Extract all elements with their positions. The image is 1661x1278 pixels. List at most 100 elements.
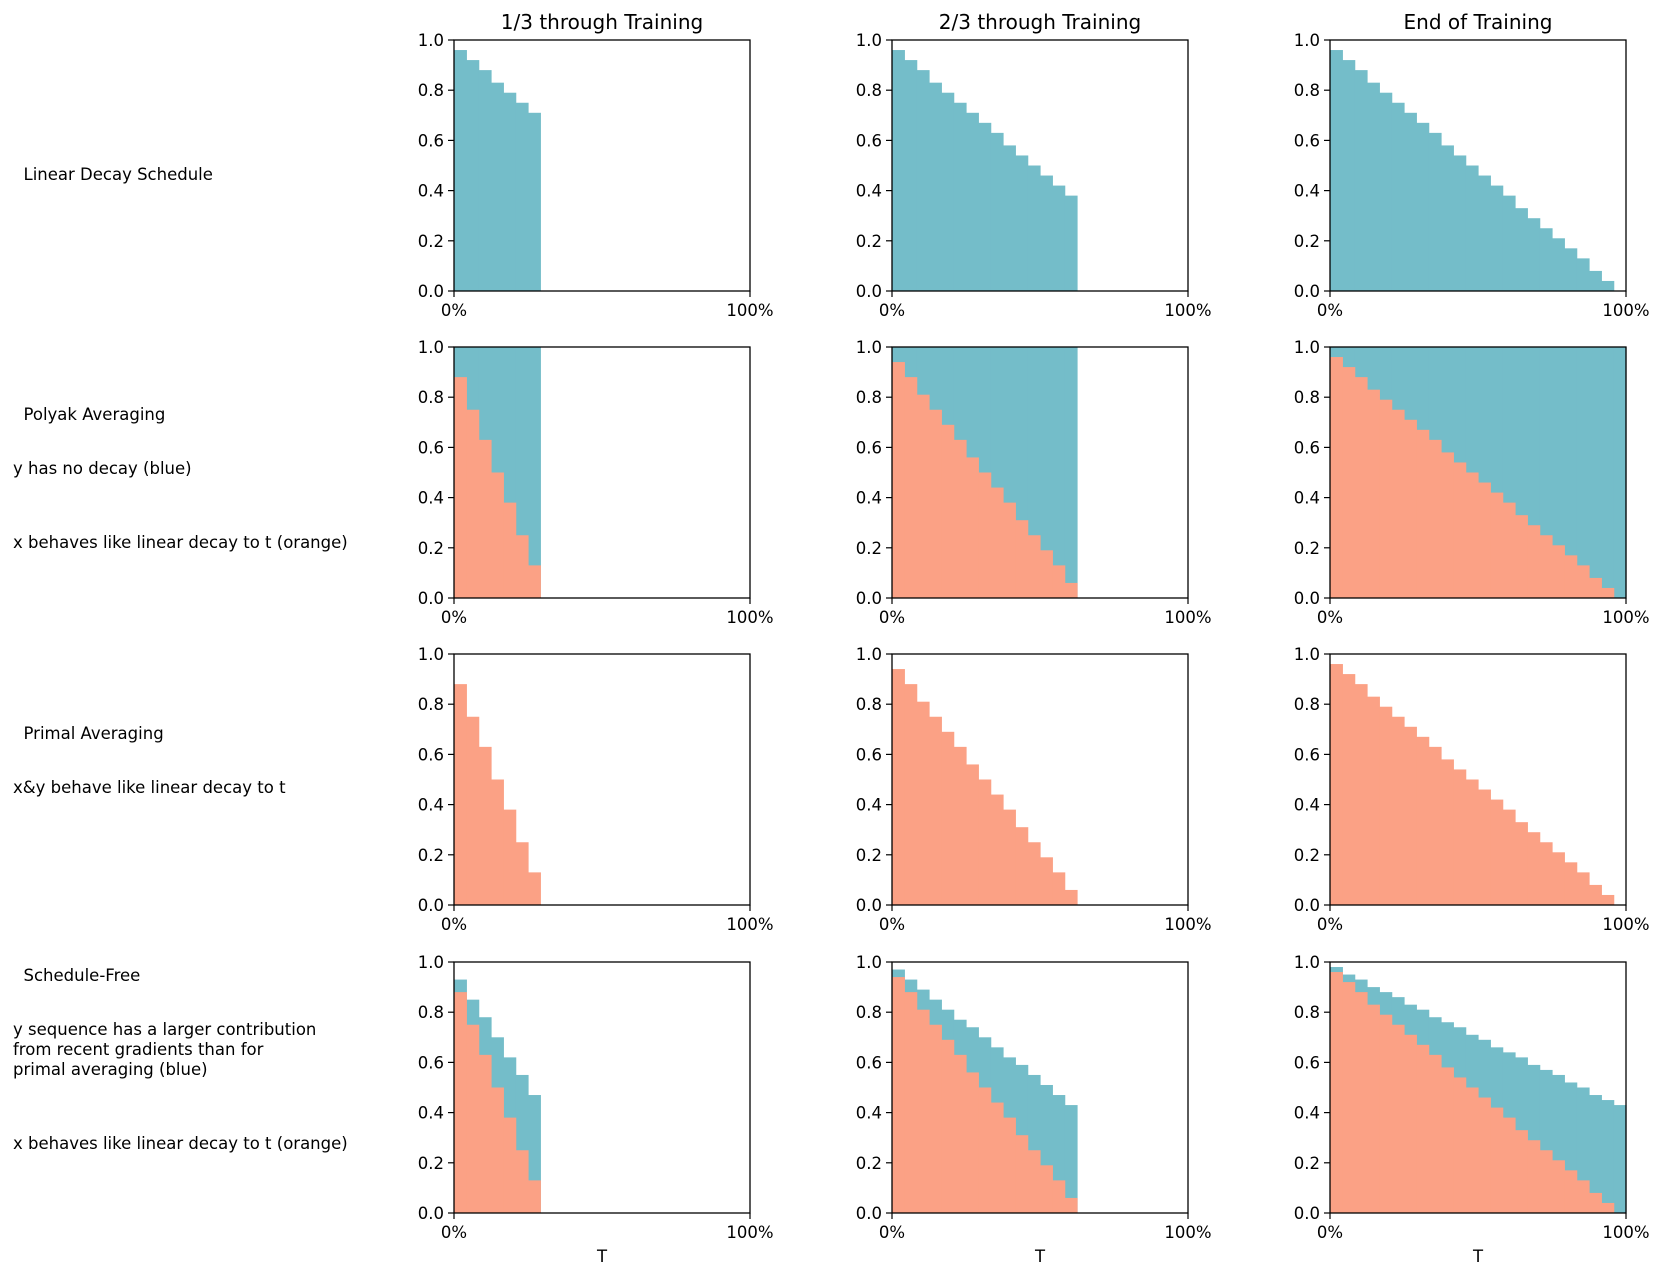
bar-orange bbox=[478, 1054, 492, 1213]
bar-orange bbox=[1478, 1097, 1491, 1213]
bar-orange bbox=[1015, 520, 1029, 598]
subplot bbox=[1324, 346, 1627, 604]
x-tick-label: 0% bbox=[441, 1223, 467, 1242]
x-tick-label: 0% bbox=[879, 1223, 905, 1242]
bar-orange bbox=[1465, 779, 1479, 905]
bar-orange bbox=[941, 424, 955, 598]
bar-orange bbox=[1502, 502, 1516, 598]
row-title: Primal Averaging bbox=[23, 724, 164, 743]
subplot bbox=[448, 653, 751, 911]
bar-orange bbox=[1428, 746, 1442, 905]
bar-orange bbox=[1379, 1014, 1393, 1213]
y-tick-label: 0.6 bbox=[856, 745, 882, 764]
bar-orange bbox=[503, 809, 517, 905]
bar-blue bbox=[1552, 238, 1565, 291]
bar-blue bbox=[1441, 145, 1454, 291]
axes-frame bbox=[453, 346, 751, 599]
bar-blue bbox=[1330, 50, 1343, 291]
bar-orange bbox=[454, 992, 467, 1213]
y-tick-label: 0.4 bbox=[418, 796, 444, 815]
y-tick-label: 0.2 bbox=[1294, 846, 1320, 865]
bar-orange bbox=[1040, 550, 1053, 598]
column-title: 2/3 through Training bbox=[939, 10, 1141, 34]
bar-orange bbox=[1367, 389, 1380, 598]
bar-blue bbox=[491, 82, 504, 291]
row-label-primal: Primal Averaging x&y behave like linear … bbox=[13, 704, 286, 818]
bar-orange bbox=[1052, 872, 1066, 905]
x-tick-label: 100% bbox=[1164, 915, 1211, 934]
bar-blue bbox=[1564, 347, 1578, 598]
bar-blue bbox=[1015, 155, 1029, 291]
bar-blue bbox=[1515, 208, 1528, 291]
bar-orange bbox=[1589, 1192, 1602, 1213]
y-tick-label: 0.8 bbox=[856, 81, 882, 100]
y-tick-label: 0.0 bbox=[1294, 1204, 1320, 1223]
bar-orange bbox=[515, 1150, 529, 1213]
bar-blue bbox=[478, 70, 492, 292]
bar-orange bbox=[1589, 884, 1602, 905]
bar-orange bbox=[1453, 1077, 1467, 1213]
axes-frame bbox=[891, 961, 1189, 1214]
y-tick-label: 0.6 bbox=[1294, 745, 1320, 764]
y-tick-label: 0.6 bbox=[418, 1053, 444, 1072]
subplot bbox=[886, 961, 1189, 1219]
bar-orange bbox=[1416, 736, 1430, 905]
bar-orange bbox=[892, 362, 905, 598]
y-tick-label: 0.0 bbox=[418, 1204, 444, 1223]
y-tick-label: 0.0 bbox=[856, 282, 882, 301]
y-tick-label: 0.2 bbox=[856, 539, 882, 558]
bar-orange bbox=[528, 872, 541, 905]
x-tick-label: 0% bbox=[1317, 915, 1343, 934]
row-title: Schedule-Free bbox=[23, 966, 141, 985]
bar-orange bbox=[1453, 769, 1467, 905]
bar-orange bbox=[454, 377, 467, 598]
y-tick-label: 0.8 bbox=[1294, 388, 1320, 407]
bar-orange bbox=[904, 684, 918, 905]
bar-blue bbox=[904, 60, 918, 291]
bar-orange bbox=[953, 746, 967, 905]
y-tick-label: 1.0 bbox=[1294, 338, 1320, 357]
bar-orange bbox=[1040, 857, 1053, 905]
bar-orange bbox=[1404, 1034, 1417, 1213]
bar-orange bbox=[478, 439, 492, 598]
bar-orange bbox=[1027, 842, 1041, 905]
bar-orange bbox=[1527, 832, 1541, 905]
subplot bbox=[448, 961, 751, 1219]
bar-orange bbox=[941, 731, 955, 905]
bar-orange bbox=[1354, 377, 1368, 598]
bar-orange bbox=[1515, 515, 1528, 598]
y-tick-label: 0.8 bbox=[418, 1003, 444, 1022]
column-title: End of Training bbox=[1404, 10, 1553, 34]
axes-frame bbox=[1329, 346, 1627, 599]
subplot bbox=[1324, 39, 1627, 297]
bar-orange bbox=[978, 779, 992, 905]
y-tick-label: 0.8 bbox=[1294, 1003, 1320, 1022]
bar-orange bbox=[1552, 545, 1565, 598]
bar-blue bbox=[454, 50, 467, 291]
bar-orange bbox=[978, 472, 992, 598]
bar-orange bbox=[904, 377, 918, 598]
bar-orange bbox=[1367, 696, 1380, 905]
y-tick-label: 0.2 bbox=[856, 846, 882, 865]
bar-orange bbox=[953, 439, 967, 598]
bar-orange bbox=[1576, 1180, 1590, 1213]
bar-orange bbox=[1539, 1150, 1553, 1213]
x-tick-label: 0% bbox=[1317, 1223, 1343, 1242]
x-tick-label: 0% bbox=[1317, 301, 1343, 320]
bar-orange bbox=[1576, 565, 1590, 598]
x-tick-label: 0% bbox=[441, 608, 467, 627]
x-tick-label: 100% bbox=[1602, 301, 1649, 320]
y-tick-label: 0.0 bbox=[856, 589, 882, 608]
bar-orange bbox=[929, 409, 942, 598]
bar-orange bbox=[491, 472, 504, 598]
x-tick-label: 0% bbox=[879, 915, 905, 934]
axes-frame bbox=[1329, 39, 1627, 292]
bar-orange bbox=[1453, 462, 1467, 598]
bar-orange bbox=[1391, 716, 1405, 905]
subplot bbox=[1324, 961, 1627, 1219]
bar-blue bbox=[1342, 60, 1356, 291]
bar-orange bbox=[1015, 1135, 1029, 1213]
axes-frame bbox=[891, 39, 1189, 292]
y-tick-label: 0.2 bbox=[856, 1154, 882, 1173]
y-tick-label: 0.8 bbox=[418, 81, 444, 100]
